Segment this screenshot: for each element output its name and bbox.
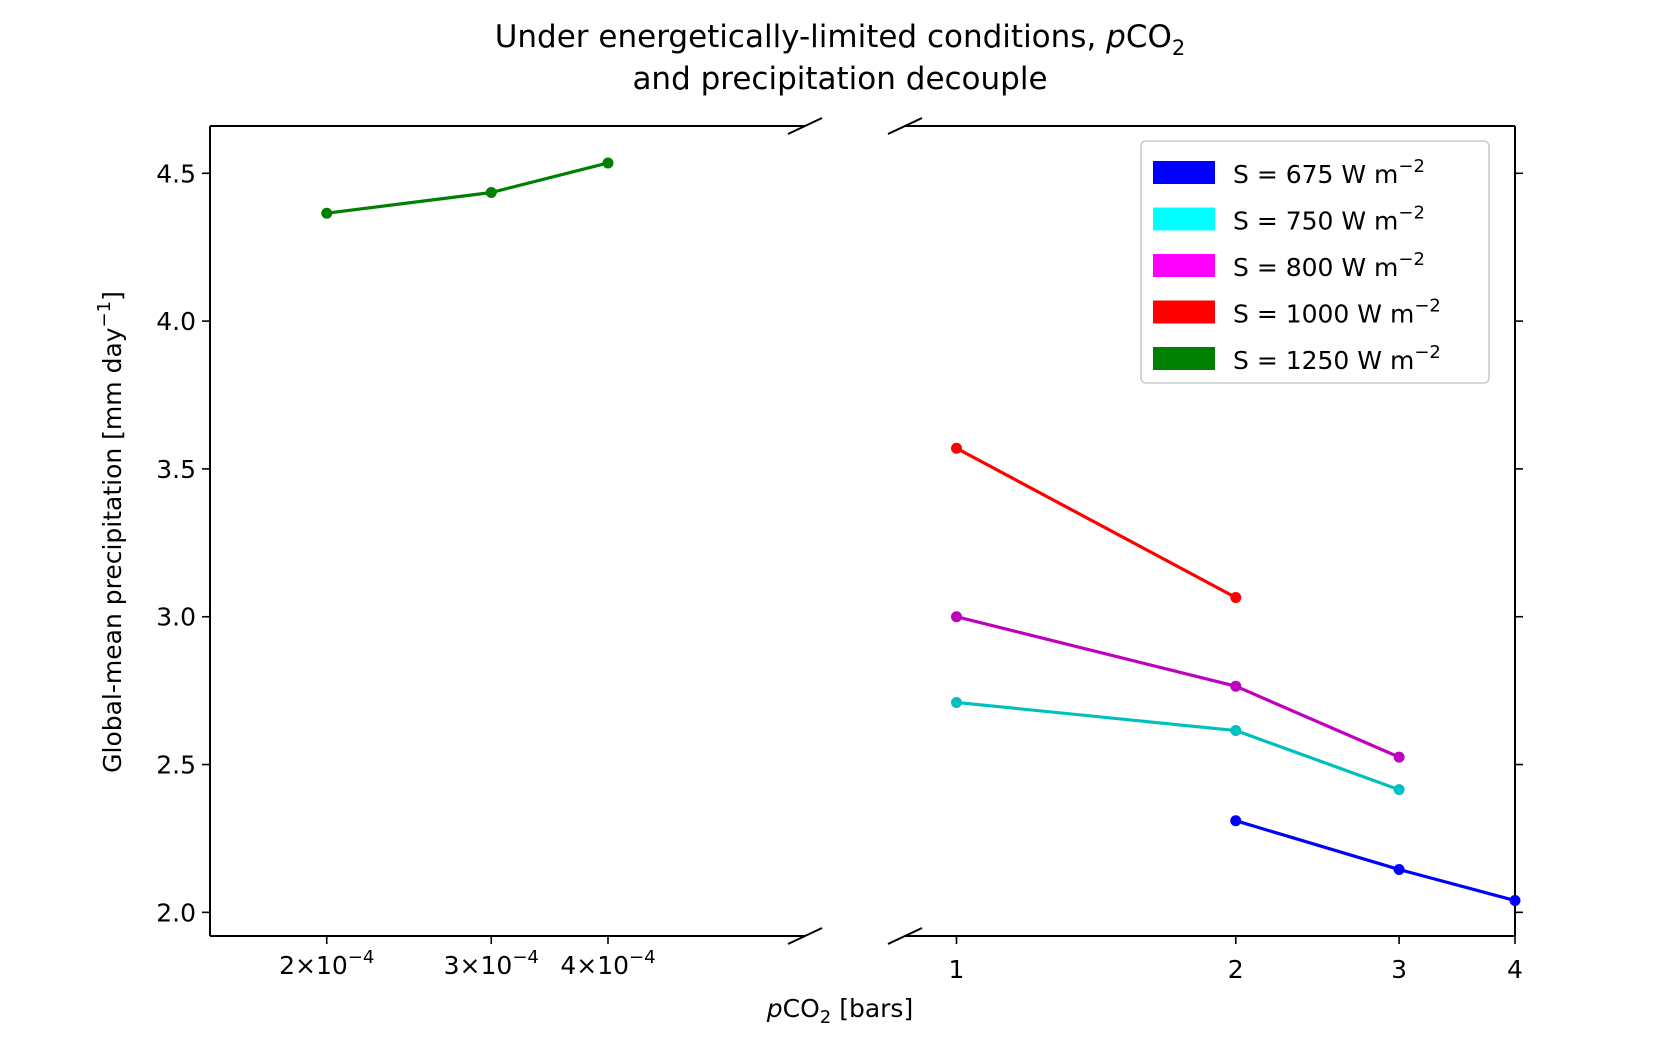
y-axis-label: Global-mean precipitation [mm day−1] xyxy=(94,291,127,773)
data-point-s1250 xyxy=(485,187,497,199)
legend-label: S = 1250 W m−2 xyxy=(1233,342,1441,375)
axis-break-mark xyxy=(787,117,823,135)
legend-label-main: S = 750 W m xyxy=(1233,207,1398,236)
legend-item-s1250: S = 1250 W m−2 xyxy=(1153,342,1441,375)
series-s1000 xyxy=(951,442,1242,604)
legend-label: S = 1000 W m−2 xyxy=(1233,296,1441,329)
x-axis-label: pCO2 [bars] xyxy=(766,994,913,1028)
legend-item-s675: S = 675 W m−2 xyxy=(1153,156,1425,189)
legend-swatch xyxy=(1153,161,1215,184)
y-tick-label: 4.0 xyxy=(156,307,196,336)
legend-item-s750: S = 750 W m−2 xyxy=(1153,203,1425,236)
chart-title-line1: Under energetically-limited conditions, … xyxy=(495,19,1186,60)
series-layer xyxy=(321,157,1521,907)
legend-label: S = 800 W m−2 xyxy=(1233,249,1425,282)
x-tick-exp: −4 xyxy=(629,947,656,968)
data-point-s800 xyxy=(1393,751,1405,763)
data-point-s1250 xyxy=(321,207,333,219)
x-tick-times: ×10 xyxy=(576,951,629,980)
data-point-s1000 xyxy=(1230,592,1242,604)
data-point-s800 xyxy=(951,611,963,623)
series-s750 xyxy=(951,696,1405,796)
legend-label-sup: −2 xyxy=(1414,296,1441,317)
data-point-s1250 xyxy=(602,157,614,169)
x-tick-coef: 4 xyxy=(560,951,576,980)
x-tick-label: 4×10−4 xyxy=(560,947,655,980)
legend-item-s800: S = 800 W m−2 xyxy=(1153,249,1425,282)
data-point-s675 xyxy=(1393,863,1405,875)
legend-label: S = 750 W m−2 xyxy=(1233,203,1425,236)
series-s675 xyxy=(1230,815,1521,907)
legend-label-sup: −2 xyxy=(1398,203,1425,224)
axis-break-marks xyxy=(787,117,923,945)
axis-break-mark xyxy=(887,117,923,135)
legend-item-s1000: S = 1000 W m−2 xyxy=(1153,296,1441,329)
legend-box xyxy=(1140,140,1490,384)
axis-break-mark xyxy=(787,927,823,945)
y-tick-label: 2.5 xyxy=(156,751,196,780)
series-s800 xyxy=(951,611,1405,763)
y-tick-label: 4.5 xyxy=(156,159,196,188)
series-s1250 xyxy=(321,157,614,219)
x-tick-label: 2 xyxy=(1228,955,1244,984)
chart-title-line2: and precipitation decouple xyxy=(632,61,1047,97)
x-tick-coef: 3 xyxy=(444,951,460,980)
x-tick-times: ×10 xyxy=(295,951,348,980)
data-point-s750 xyxy=(1230,725,1242,737)
x-tick-label: 3×10−4 xyxy=(444,947,539,980)
series-line-s750 xyxy=(956,700,1400,792)
y-tick-label: 3.0 xyxy=(156,603,196,632)
legend-swatch xyxy=(1153,254,1215,277)
y-axis-ticks: 2.0 2.5 3.0 3.5 4.0 4.5 xyxy=(156,159,1523,927)
data-point-s675 xyxy=(1509,895,1521,907)
legend-label-main: S = 800 W m xyxy=(1233,253,1398,282)
x-tick-exp: −4 xyxy=(348,947,375,968)
legend-label: S = 675 W m−2 xyxy=(1233,156,1425,189)
legend-swatch xyxy=(1153,300,1215,324)
x-tick-times: ×10 xyxy=(460,951,513,980)
legend-swatch xyxy=(1153,347,1215,370)
x-tick-label: 3 xyxy=(1391,955,1407,984)
x-tick-label: 2×10−4 xyxy=(279,947,374,980)
legend: S = 675 W m−2S = 750 W m−2S = 800 W m−2S… xyxy=(1140,140,1490,384)
series-line-s1000 xyxy=(955,446,1237,599)
data-point-s800 xyxy=(1230,680,1242,692)
x-tick-label: 1 xyxy=(949,955,965,984)
left-panel xyxy=(209,125,805,937)
legend-swatch xyxy=(1153,207,1215,231)
x-tick-coef: 2 xyxy=(279,951,295,980)
data-point-s750 xyxy=(951,696,963,708)
y-tick-label: 3.5 xyxy=(156,455,196,484)
legend-label-main: S = 675 W m xyxy=(1233,160,1398,189)
x-tick-exp: −4 xyxy=(512,947,539,968)
data-point-s675 xyxy=(1230,815,1242,827)
series-line-s1250 xyxy=(326,161,609,215)
series-line-s800 xyxy=(956,615,1400,759)
right-panel xyxy=(905,125,1516,937)
x-tick-label: 4 xyxy=(1507,955,1523,984)
data-point-s750 xyxy=(1393,784,1405,796)
data-point-s1000 xyxy=(951,442,963,454)
series-line-s675 xyxy=(1235,819,1516,903)
x-axis-ticks: 2×10−4 3×10−4 4×10−4 1 2 3 4 xyxy=(279,936,1523,984)
legend-label-main: S = 1250 W m xyxy=(1233,346,1414,375)
legend-label-sup: −2 xyxy=(1398,156,1425,177)
axis-break-mark xyxy=(887,927,923,945)
legend-label-main: S = 1000 W m xyxy=(1233,300,1414,329)
legend-label-sup: −2 xyxy=(1398,249,1425,270)
legend-label-sup: −2 xyxy=(1414,342,1441,363)
y-tick-label: 2.0 xyxy=(156,898,196,927)
